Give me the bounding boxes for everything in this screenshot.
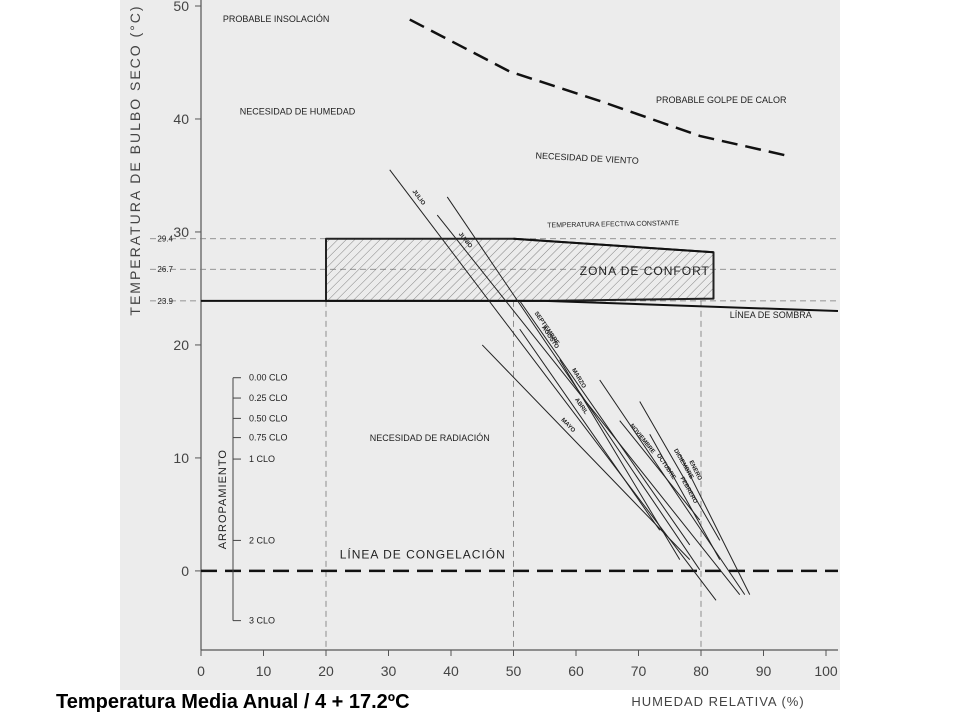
reference-label: 23.9 bbox=[157, 297, 173, 306]
x-tick-label: 40 bbox=[443, 663, 459, 679]
clo-title: ARROPAMIENTO bbox=[217, 449, 229, 549]
x-axis-title: HUMEDAD RELATIVA (%) bbox=[631, 694, 804, 709]
reference-label: 26.7 bbox=[157, 265, 173, 274]
x-tick-label: 20 bbox=[318, 663, 334, 679]
x-tick-label: 30 bbox=[381, 663, 397, 679]
y-tick-label: 40 bbox=[173, 111, 189, 127]
x-tick-label: 80 bbox=[693, 663, 709, 679]
clo-label: 3 CLO bbox=[249, 616, 275, 626]
month-line bbox=[436, 214, 741, 595]
region-label: PROBABLE INSOLACIÓN bbox=[223, 14, 330, 24]
chart-background bbox=[120, 0, 840, 690]
month-line bbox=[519, 300, 691, 546]
region-label: NECESIDAD DE RADIACIÓN bbox=[370, 433, 490, 443]
x-tick-label: 100 bbox=[814, 663, 838, 679]
x-tick-label: 70 bbox=[631, 663, 647, 679]
reference-label: 29.4 bbox=[157, 235, 173, 244]
x-tick-label: 10 bbox=[256, 663, 272, 679]
y-tick-label: 20 bbox=[173, 337, 189, 353]
clo-label: 0.75 CLO bbox=[249, 433, 288, 443]
clo-label: 0.25 CLO bbox=[249, 393, 288, 403]
region-label: NECESIDAD DE HUMEDAD bbox=[240, 106, 356, 116]
month-line bbox=[599, 379, 746, 595]
x-tick-label: 60 bbox=[568, 663, 584, 679]
y-axis-title: TEMPERATURA DE BULBO SECO (°C) bbox=[127, 4, 143, 315]
comfort-zone-label: ZONA DE CONFORT bbox=[580, 264, 710, 278]
month-line bbox=[649, 433, 721, 560]
footer: Temperatura Media Anual / 4 + 17.2ºC bbox=[56, 691, 410, 713]
x-tick-label: 0 bbox=[197, 663, 205, 679]
x-tick-label: 50 bbox=[506, 663, 522, 679]
series-label: TEMPERATURA EFECTIVA CONSTANTE bbox=[547, 220, 679, 229]
y-tick-label: 30 bbox=[173, 224, 189, 240]
clo-label: 0.00 CLO bbox=[249, 373, 288, 383]
clo-label: 0.50 CLO bbox=[249, 413, 288, 423]
month-line bbox=[619, 420, 701, 521]
month-line bbox=[519, 328, 661, 531]
series-line bbox=[409, 18, 791, 158]
month-line bbox=[559, 359, 681, 560]
y-tick-label: 10 bbox=[173, 450, 189, 466]
month-line bbox=[679, 454, 751, 595]
series-label: LÍNEA DE SOMBRA bbox=[730, 310, 812, 320]
clo-label: 1 CLO bbox=[249, 454, 275, 464]
y-tick-label: 0 bbox=[181, 563, 189, 579]
x-tick-label: 90 bbox=[756, 663, 772, 679]
series-label: LÍNEA DE CONGELACIÓN bbox=[340, 546, 506, 561]
month-line bbox=[639, 401, 721, 541]
series-line bbox=[201, 299, 839, 313]
series-line bbox=[513, 237, 714, 254]
series-label: PROBABLE GOLPE DE CALOR bbox=[656, 95, 787, 105]
clo-label: 2 CLO bbox=[249, 535, 275, 545]
y-tick-label: 50 bbox=[173, 0, 189, 14]
